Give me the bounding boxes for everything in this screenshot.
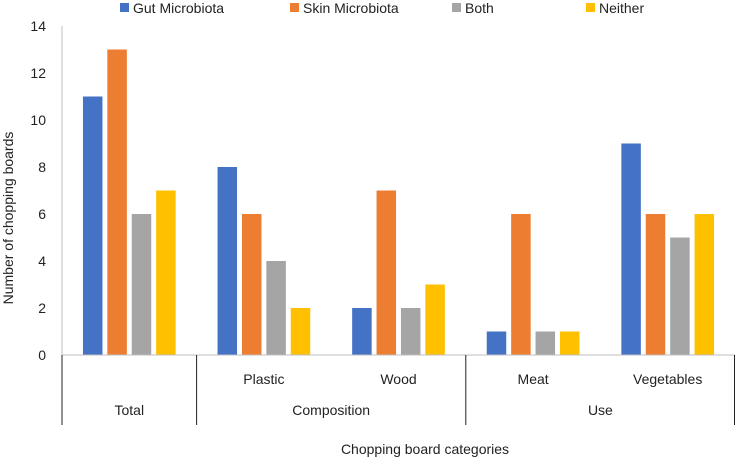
x-group-label-composition: Composition xyxy=(292,402,370,418)
x-axis-label: Chopping board categories xyxy=(341,441,509,457)
bar-meat-gut-microbiota xyxy=(486,331,507,355)
bar-meat-both xyxy=(535,331,556,355)
bar-plastic-gut-microbiota xyxy=(217,167,238,355)
y-tick-label: 0 xyxy=(38,347,46,363)
bars xyxy=(82,49,715,355)
bar-wood-neither xyxy=(425,284,445,355)
bar-vegetables-skin-microbiota xyxy=(645,214,666,355)
x-tick-label-meat: Meat xyxy=(518,371,549,387)
x-tick-label-vegetables: Vegetables xyxy=(633,371,702,387)
y-axis: 0 2 4 6 8 10 12 14 xyxy=(30,18,63,363)
x-group-label-use: Use xyxy=(588,402,613,418)
legend-swatch-both xyxy=(452,3,461,12)
y-tick-label: 14 xyxy=(30,18,46,34)
bar-vegetables-gut-microbiota xyxy=(621,143,641,355)
legend-label-gut-microbiota: Gut Microbiota xyxy=(133,0,224,16)
y-axis-label: Number of chopping boards xyxy=(0,132,16,305)
x-tick-label-wood: Wood xyxy=(380,371,416,387)
bar-total-skin-microbiota xyxy=(107,49,127,355)
bar-plastic-skin-microbiota xyxy=(241,214,262,355)
bar-vegetables-neither xyxy=(694,214,715,355)
bar-meat-neither xyxy=(559,331,580,355)
x-axis: Total Plastic Wood Composition Meat Vegetable… xyxy=(61,354,735,425)
legend-label-neither: Neither xyxy=(599,0,644,16)
legend: Gut Microbiota Skin Microbiota Both Neither xyxy=(120,0,644,16)
bar-total-both xyxy=(131,214,152,355)
y-tick-label: 4 xyxy=(38,253,46,269)
y-tick-label: 10 xyxy=(30,112,46,128)
y-tick-label: 12 xyxy=(30,65,46,81)
bar-vegetables-both xyxy=(670,237,690,355)
bar-total-neither xyxy=(156,190,176,355)
y-tick-label: 8 xyxy=(38,159,46,175)
bar-wood-gut-microbiota xyxy=(352,308,372,355)
x-group-label-total: Total xyxy=(115,402,145,418)
x-tick-label-plastic: Plastic xyxy=(243,371,284,387)
legend-label-both: Both xyxy=(465,0,494,16)
legend-label-skin-microbiota: Skin Microbiota xyxy=(303,0,399,16)
legend-swatch-neither xyxy=(586,3,595,12)
y-tick-label: 6 xyxy=(38,206,46,222)
legend-swatch-skin-microbiota xyxy=(290,3,299,12)
bar-wood-skin-microbiota xyxy=(376,190,397,355)
bar-plastic-neither xyxy=(290,308,311,355)
bar-wood-both xyxy=(400,308,421,355)
bar-meat-skin-microbiota xyxy=(511,214,531,355)
legend-swatch-gut-microbiota xyxy=(120,3,129,12)
bar-plastic-both xyxy=(266,261,286,355)
bar-total-gut-microbiota xyxy=(82,96,103,355)
y-tick-label: 2 xyxy=(38,300,46,316)
